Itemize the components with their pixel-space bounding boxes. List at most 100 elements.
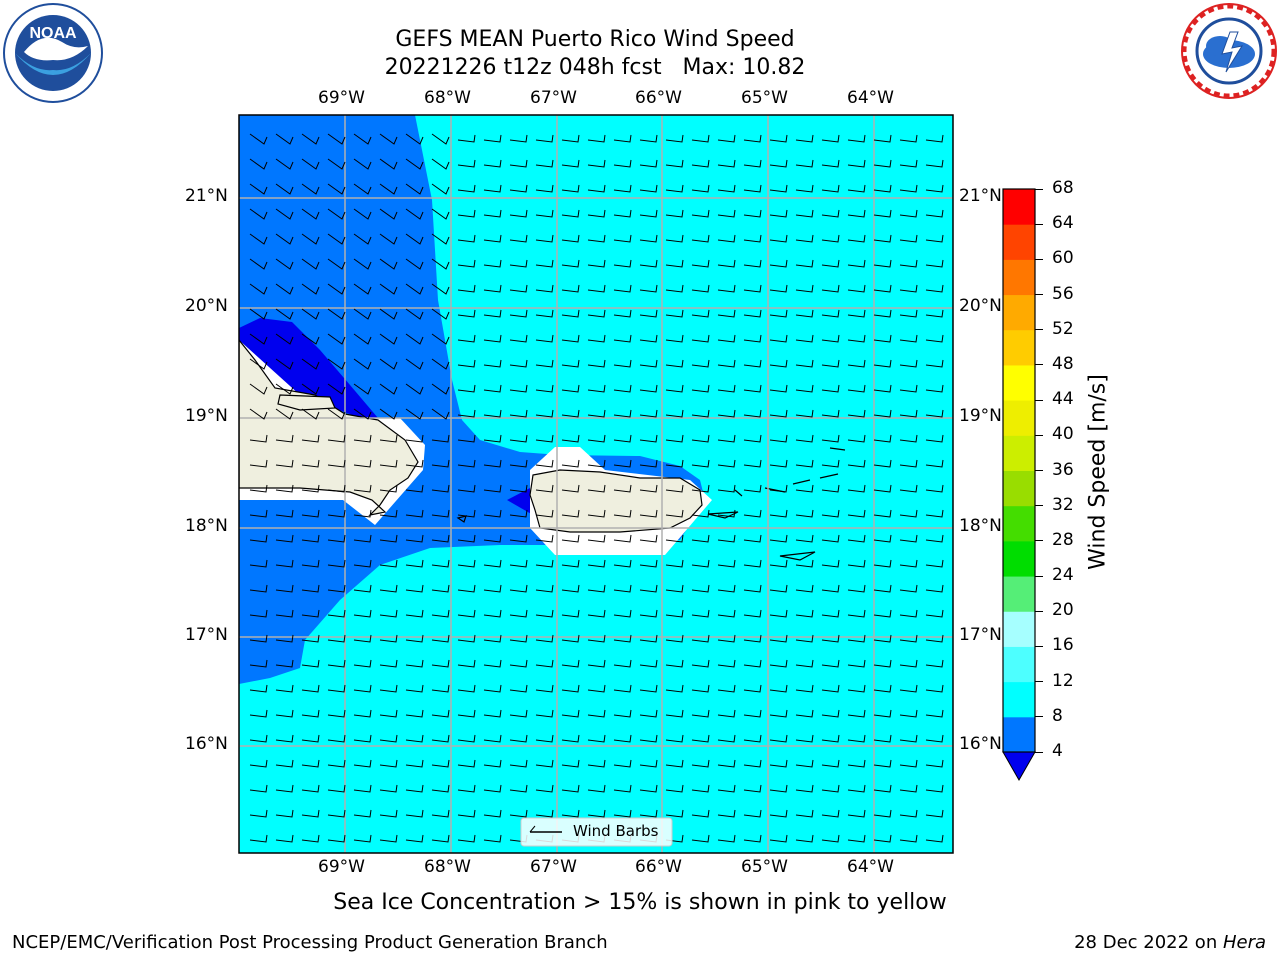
wind-barb — [587, 134, 606, 143]
wind-barb — [327, 534, 346, 543]
wind-barb — [457, 509, 476, 518]
wind-barb — [847, 509, 866, 518]
wind-barb — [769, 234, 788, 243]
wind-barb — [925, 834, 944, 843]
wind-barb — [275, 158, 294, 170]
wind-barb — [535, 434, 554, 443]
lat-tick-left: 18°N — [185, 516, 228, 536]
wind-barb — [457, 734, 476, 743]
wind-barb — [587, 534, 606, 543]
colorbar-segment — [1003, 470, 1035, 507]
wind-barb — [613, 309, 632, 318]
wind-barb — [249, 834, 268, 843]
wind-barb — [873, 159, 892, 168]
wind-barb — [613, 659, 632, 668]
wind-barb — [301, 584, 320, 593]
wind-barb — [717, 634, 736, 643]
wind-barb — [249, 534, 268, 543]
wind-barb — [327, 233, 346, 245]
wind-barb — [873, 634, 892, 643]
wind-barb — [899, 759, 918, 768]
sea-ice-note: Sea Ice Concentration > 15% is shown in … — [333, 890, 947, 915]
wind-barb — [509, 359, 528, 368]
wind-barb — [405, 208, 424, 220]
wind-barb — [483, 834, 502, 843]
colorbar-tick-mark — [1035, 364, 1043, 366]
wind-barb — [873, 534, 892, 543]
wind-barb — [769, 834, 788, 843]
wind-barb — [769, 534, 788, 543]
wind-barb — [249, 434, 268, 443]
legend-label: Wind Barbs — [573, 822, 659, 840]
wind-barb — [795, 359, 814, 368]
wind-barb — [483, 459, 502, 468]
colorbar-segment — [1003, 364, 1035, 401]
wind-barb — [457, 184, 476, 193]
wind-barb — [899, 709, 918, 718]
wind-barb — [847, 159, 866, 168]
wind-barb — [379, 258, 398, 270]
wind-barb — [873, 734, 892, 743]
wind-barb — [249, 308, 268, 320]
wind-barb — [405, 484, 424, 493]
wind-barb — [561, 184, 580, 193]
wind-barb — [691, 334, 710, 343]
wind-barb — [483, 409, 502, 418]
wind-barb — [769, 684, 788, 693]
wind-barb — [795, 584, 814, 593]
wind-barb — [821, 809, 840, 818]
wind-barb — [691, 584, 710, 593]
land-puerto-rico — [529, 469, 703, 533]
wind-barb — [535, 209, 554, 218]
wind-barb — [665, 534, 684, 543]
wind-barb — [899, 584, 918, 593]
wind-barb — [509, 534, 528, 543]
wind-barb — [847, 334, 866, 343]
colorbar-segment — [1003, 329, 1035, 366]
wind-barb — [847, 834, 866, 843]
wind-barb — [691, 234, 710, 243]
wind-barb — [743, 784, 762, 793]
wind-barb — [249, 559, 268, 568]
wind-barb — [873, 759, 892, 768]
wind-barb — [249, 358, 268, 370]
wind-barb — [249, 659, 268, 668]
wind-barb — [795, 209, 814, 218]
wind-barb — [275, 734, 294, 743]
wind-barb — [327, 559, 346, 568]
wind-barb — [717, 234, 736, 243]
wind-barb — [795, 609, 814, 618]
wind-barb — [925, 459, 944, 468]
wind-barb — [613, 134, 632, 143]
wind-barb — [379, 784, 398, 793]
colorbar-segment — [1003, 611, 1035, 647]
wind-barb — [743, 709, 762, 718]
wind-barb — [483, 809, 502, 818]
wind-barb — [249, 784, 268, 793]
wind-barb — [899, 309, 918, 318]
wind-barb — [327, 333, 346, 345]
lat-tick-left: 21°N — [185, 186, 228, 206]
lon-tick-bottom: 64°W — [847, 857, 894, 877]
wind-barb — [249, 709, 268, 718]
wind-barb — [535, 134, 554, 143]
wind-barb — [769, 734, 788, 743]
wind-barb — [431, 158, 450, 170]
wind-barb — [457, 334, 476, 343]
wind-barb — [691, 509, 710, 518]
wind-barb — [743, 584, 762, 593]
wind-barb — [743, 234, 762, 243]
colorbar-tick-mark — [1035, 505, 1043, 507]
wind-barb — [925, 234, 944, 243]
wind-barb — [457, 209, 476, 218]
wind-barb — [457, 834, 476, 843]
wind-barb — [847, 209, 866, 218]
wind-barb — [795, 384, 814, 393]
wind-barb — [535, 259, 554, 268]
wind-barb — [535, 684, 554, 693]
wind-barb — [613, 509, 632, 518]
wind-barb — [275, 659, 294, 668]
wind-barb — [483, 159, 502, 168]
wind-barb — [899, 784, 918, 793]
wind-barb — [743, 459, 762, 468]
